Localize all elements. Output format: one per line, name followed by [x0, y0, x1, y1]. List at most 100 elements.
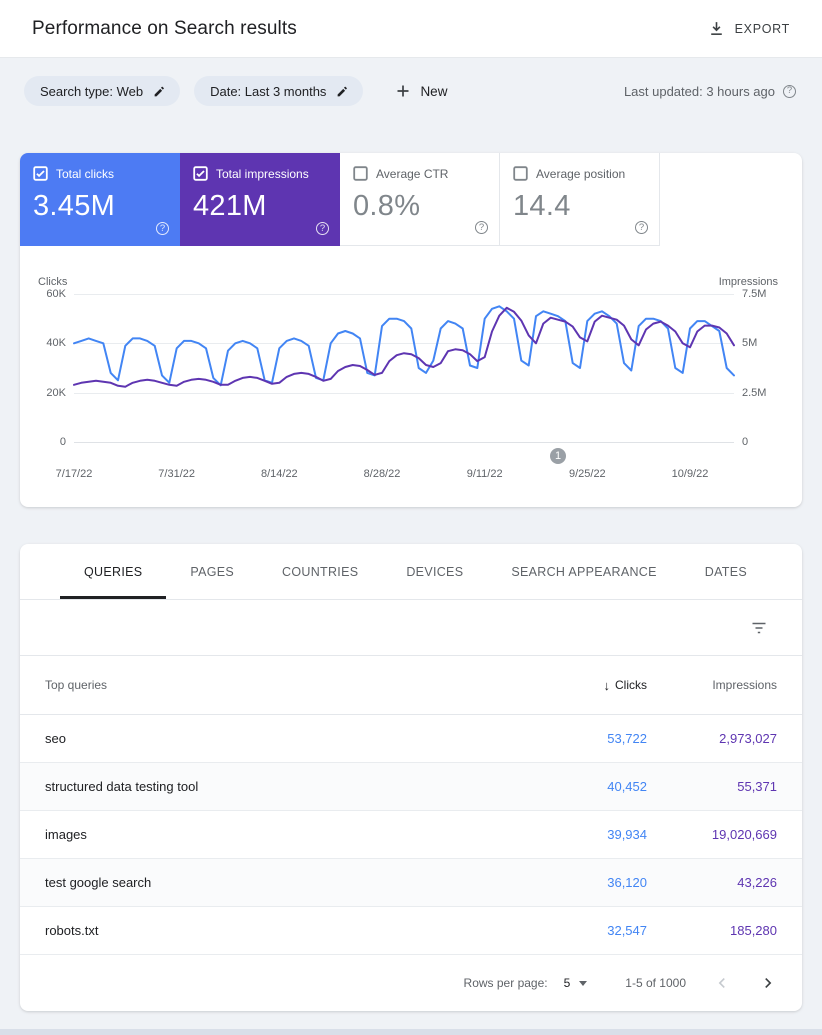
help-icon[interactable]: ?	[783, 84, 796, 98]
checkbox-checked-icon[interactable]	[33, 166, 48, 181]
tab-search-appearance[interactable]: SEARCH APPEARANCE	[511, 565, 657, 579]
metric-label: Total clicks	[56, 166, 115, 181]
table-row[interactable]: test google search 36,120 43,226	[20, 859, 802, 907]
metric-label: Average position	[536, 166, 626, 181]
tab-countries[interactable]: COUNTRIES	[282, 565, 359, 579]
table-row[interactable]: images 39,934 19,020,669	[20, 811, 802, 859]
metric-value: 3.45M	[33, 190, 116, 222]
impressions-cell: 19,020,669	[711, 827, 777, 842]
axis-tick: 2.5M	[742, 386, 767, 399]
performance-summary-card: Total clicks 3.45M ? Total impressions 4…	[20, 153, 802, 507]
column-header-impressions[interactable]: Impressions	[712, 678, 777, 692]
axis-tick: 0	[742, 436, 749, 448]
table-row[interactable]: robots.txt 32,547 185,280	[20, 907, 802, 955]
date-tick: 10/9/22	[671, 468, 709, 480]
metric-average-position[interactable]: Average position 14.4 ?	[500, 153, 660, 246]
column-header-clicks[interactable]: ↓ Clicks	[467, 678, 648, 693]
left-axis-title: Clicks	[38, 276, 68, 288]
tab-pages[interactable]: PAGES	[190, 565, 235, 579]
last-updated-text: Last updated: 3 hours ago	[623, 83, 775, 99]
metric-value: 0.8%	[353, 190, 421, 222]
clicks-cell: 40,452	[607, 779, 647, 794]
next-page-button[interactable]	[758, 973, 778, 993]
export-label: EXPORT	[734, 21, 790, 36]
queries-table: Top queries ↓ Clicks Impressions seo 53,…	[20, 656, 802, 955]
metric-average-ctr[interactable]: Average CTR 0.8% ?	[340, 153, 500, 246]
axis-tick: 7.5M	[742, 288, 767, 300]
table-row[interactable]: structured data testing tool 40,452 55,3…	[20, 763, 802, 811]
help-icon[interactable]: ?	[316, 222, 329, 235]
line-chart	[74, 294, 734, 442]
new-filter-label: New	[420, 83, 448, 99]
pagination-range: 1-5 of 1000	[625, 976, 686, 990]
plus-icon	[397, 85, 409, 97]
gridline	[74, 343, 734, 345]
download-icon	[710, 22, 722, 35]
metric-value: 14.4	[513, 190, 571, 222]
chart-annotation-marker[interactable]: 1	[550, 448, 566, 464]
date-filter-chip[interactable]: Date: Last 3 months	[194, 76, 364, 106]
gridline	[74, 294, 734, 295]
tab-devices[interactable]: DEVICES	[406, 565, 464, 579]
column-header-top-queries: Top queries	[45, 678, 108, 692]
clicks-header-label: Clicks	[615, 678, 647, 692]
export-button[interactable]: EXPORT	[706, 14, 792, 43]
axis-tick: 0	[59, 436, 66, 448]
prev-page-button[interactable]	[712, 973, 732, 993]
help-icon[interactable]: ?	[156, 222, 169, 235]
date-tick: 7/31/22	[158, 468, 196, 480]
metric-value: 421M	[193, 190, 267, 222]
date-filter-chip-label: Date: Last 3 months	[210, 83, 327, 99]
dimensions-table-card: QUERIES PAGES COUNTRIES DEVICES SEARCH A…	[20, 544, 802, 1011]
tab-dates[interactable]: DATES	[704, 565, 748, 579]
impressions-axis: 7.5M 5M 2.5M 0	[734, 288, 784, 448]
axis-tick: 20K	[46, 386, 66, 399]
clicks-cell: 36,120	[607, 875, 647, 890]
edit-pencil-icon[interactable]	[153, 85, 166, 98]
page-title: Performance on Search results	[32, 17, 297, 39]
filter-icon	[752, 622, 766, 633]
query-cell[interactable]: images	[45, 827, 87, 842]
clicks-cell: 53,722	[607, 731, 647, 746]
table-row[interactable]: seo 53,722 2,973,027	[20, 715, 802, 763]
new-filter-button[interactable]: New	[389, 82, 453, 100]
table-header-row: Top queries ↓ Clicks Impressions	[20, 656, 802, 715]
rows-per-page-label: Rows per page:	[463, 976, 548, 990]
rows-per-page-value: 5	[563, 976, 571, 990]
checkbox-unchecked-icon[interactable]	[513, 166, 528, 181]
table-body: seo 53,722 2,973,027 structured data tes…	[20, 715, 802, 955]
search-type-chip-label: Search type: Web	[40, 83, 144, 99]
help-icon[interactable]: ?	[635, 221, 648, 234]
date-tick: 7/17/22	[55, 468, 93, 480]
rows-per-page-select[interactable]: 5	[564, 976, 588, 990]
dropdown-caret-icon	[579, 980, 588, 986]
axis-tick: 40K	[46, 337, 66, 350]
axis-tick: 60K	[46, 288, 66, 300]
query-cell[interactable]: test google search	[45, 875, 152, 890]
search-type-chip[interactable]: Search type: Web	[24, 76, 181, 106]
clicks-axis: 60K 40K 20K 0	[32, 288, 74, 448]
date-tick: 9/11/22	[466, 468, 503, 480]
filter-bar: Search type: Web Date: Last 3 months New…	[0, 58, 822, 106]
filter-button[interactable]	[746, 615, 772, 641]
date-axis: 7/17/22 7/31/22 8/14/22 8/28/22 9/11/22 …	[56, 468, 734, 481]
last-updated: Last updated: 3 hours ago ?	[624, 84, 796, 99]
date-tick: 8/28/22	[363, 468, 401, 480]
metric-total-clicks[interactable]: Total clicks 3.45M ?	[20, 153, 180, 246]
help-icon[interactable]: ?	[475, 221, 488, 234]
query-cell[interactable]: seo	[45, 731, 66, 746]
edit-pencil-icon[interactable]	[336, 85, 349, 98]
checkbox-unchecked-icon[interactable]	[353, 166, 368, 181]
query-cell[interactable]: structured data testing tool	[45, 779, 199, 794]
tab-queries[interactable]: QUERIES	[60, 544, 167, 599]
metric-label: Average CTR	[376, 166, 449, 181]
checkbox-checked-icon[interactable]	[193, 166, 208, 181]
gridline	[74, 392, 734, 394]
axis-tick: 5M	[742, 337, 758, 350]
metric-total-impressions[interactable]: Total impressions 421M ?	[180, 153, 340, 246]
right-axis-title: Impressions	[718, 276, 778, 288]
bottom-strip	[0, 1029, 822, 1035]
query-cell[interactable]: robots.txt	[45, 923, 99, 938]
date-tick: 9/25/22	[568, 468, 606, 480]
